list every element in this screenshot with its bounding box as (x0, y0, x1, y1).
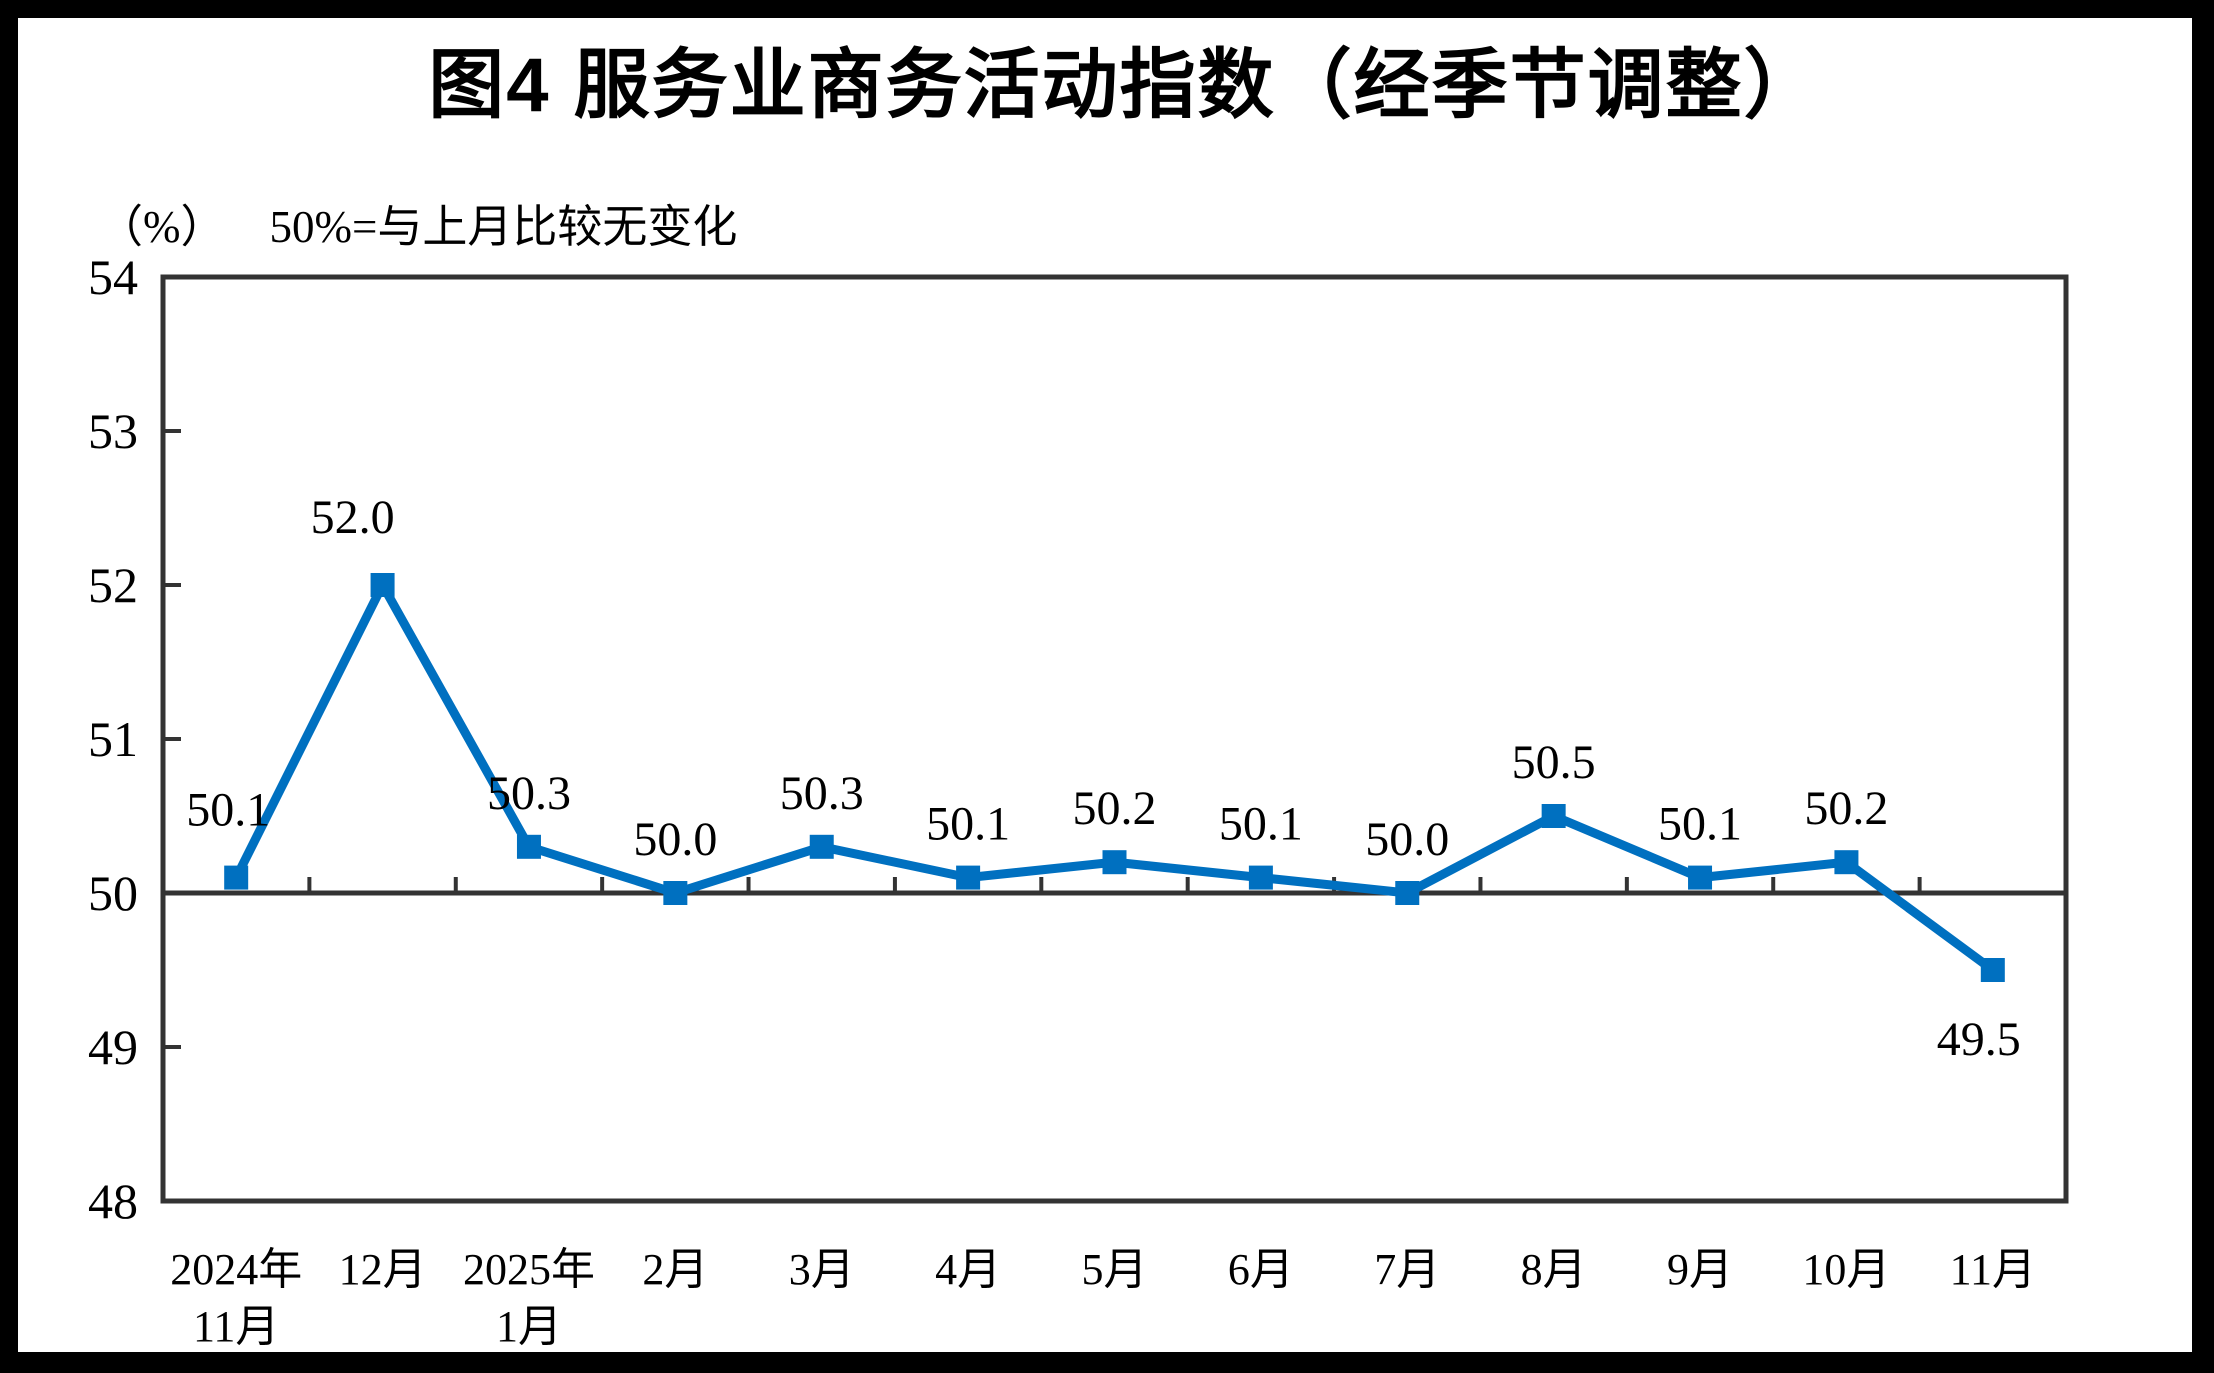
x-category-label: 11月 (1950, 1245, 2036, 1294)
data-point-label: 50.1 (1219, 798, 1303, 851)
data-point-marker (1541, 804, 1566, 828)
plot-border (160, 274, 2069, 1204)
y-axis-unit-label: （%） (98, 202, 226, 252)
data-point-marker (516, 834, 541, 859)
x-category-label: 1月 (496, 1302, 562, 1351)
chart-canvas: 图4 服务业商务活动指数（经季节调整） （%） 50%=与上月比较无变化 (18, 18, 2192, 1352)
data-point-label: 50.5 (1512, 736, 1596, 789)
data-point-marker (370, 573, 395, 597)
data-point-marker (1248, 865, 1273, 890)
x-category-label: 12月 (339, 1245, 427, 1294)
x-category-label: 7月 (1374, 1245, 1440, 1294)
data-point-marker (809, 834, 834, 859)
data-point-label: 49.5 (1937, 1013, 2021, 1066)
x-category-label: 9月 (1667, 1245, 1733, 1294)
reference-line-note: 50%=与上月比较无变化 (269, 202, 738, 252)
y-axis-tick-label: 51 (88, 711, 138, 767)
y-axis-tick-label: 50 (88, 865, 138, 921)
x-category-label: 2月 (642, 1245, 708, 1294)
x-category-label: 5月 (1082, 1245, 1148, 1294)
data-point-label: 50.3 (487, 767, 571, 820)
data-point-label: 52.0 (311, 491, 395, 544)
y-axis-tick-label: 49 (88, 1019, 138, 1075)
data-point-marker (663, 881, 688, 905)
x-category-label: 8月 (1521, 1245, 1587, 1294)
data-point-label: 50.0 (1365, 813, 1449, 866)
x-category-label: 4月 (935, 1245, 1001, 1294)
chart-title: 图4 服务业商务活动指数（经季节调整） (428, 43, 1822, 128)
data-point-marker (224, 865, 249, 890)
data-point-label: 50.2 (1073, 782, 1157, 835)
x-category-label: 11月 (193, 1302, 279, 1351)
data-point-marker (1395, 881, 1420, 905)
axis-unit-and-note: （%） 50%=与上月比较无变化 (98, 190, 737, 255)
data-point-label: 50.2 (1804, 782, 1888, 835)
y-axis-tick-label: 52 (88, 557, 138, 613)
data-point-marker (956, 865, 981, 890)
data-point-marker (1980, 958, 2005, 982)
y-axis-tick-label: 54 (88, 249, 138, 305)
y-axis-tick-label: 53 (88, 403, 138, 459)
data-point-marker (1688, 865, 1713, 890)
data-point-label: 50.1 (1658, 798, 1742, 851)
x-category-label: 2024年 (170, 1245, 302, 1294)
x-category-label: 6月 (1228, 1245, 1294, 1294)
x-category-label: 2025年 (463, 1245, 595, 1294)
data-point-marker (1102, 850, 1127, 875)
data-point-label: 50.1 (186, 784, 270, 837)
x-category-label: 10月 (1802, 1245, 1890, 1294)
data-point-label: 50.1 (926, 798, 1010, 851)
data-point-label: 50.0 (633, 813, 717, 866)
x-category-label: 3月 (789, 1245, 855, 1294)
data-point-label: 50.3 (780, 767, 864, 820)
y-axis-tick-label: 48 (88, 1173, 138, 1229)
data-point-marker (1834, 850, 1859, 875)
